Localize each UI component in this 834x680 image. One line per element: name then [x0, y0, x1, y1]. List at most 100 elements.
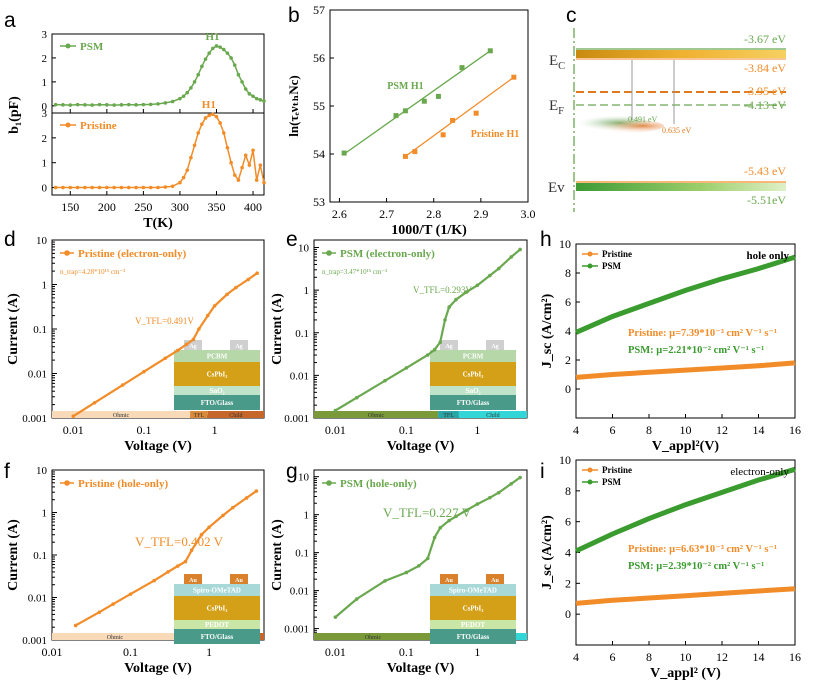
data-point [192, 143, 197, 148]
data-point [203, 116, 208, 120]
device-layer-label: FTO/Glass [457, 633, 490, 641]
panel-label-d: d [4, 228, 16, 251]
electrode-contact [440, 574, 458, 584]
data-point [207, 113, 211, 118]
legend-label: PSM (electron-only) [340, 248, 435, 260]
data-point [221, 47, 226, 52]
panel-b: b 2.6 2.7 2.8 2.9 3.0 53 54 55 56 57 PSM H1 Pristine… [286, 3, 536, 238]
x-tick-label: 0.1 [399, 645, 414, 659]
data-point [189, 155, 193, 160]
data-point [333, 615, 338, 619]
data-point [185, 90, 190, 95]
data-point [92, 400, 97, 405]
device-layer [430, 395, 516, 410]
data-point [148, 102, 153, 107]
vtfl-label: V_TFL=0.491V [135, 316, 194, 326]
panel-g: g0.010.110.0010.010.1110OhmicTFLChildAuA… [270, 460, 528, 676]
y-tick-label: 0.1 [295, 548, 309, 560]
data-point [178, 180, 182, 185]
data-point [246, 277, 251, 282]
y-tick-label: 10 [559, 237, 571, 251]
electrode-contact [184, 574, 202, 584]
data-point [189, 548, 194, 552]
device-layer [174, 620, 260, 629]
data-point [53, 185, 58, 190]
data-point [475, 502, 480, 506]
data-point [438, 340, 443, 345]
conduction-band-pristine [576, 50, 786, 58]
data-point [509, 255, 514, 259]
electrode-label: Ag [189, 344, 196, 350]
panel-label-h: h [540, 228, 552, 251]
y-tick-label: 2 [565, 353, 571, 367]
legend-label: PSM (hole-only) [340, 478, 417, 490]
y-tick-label: 57 [313, 3, 325, 17]
data-point [383, 579, 387, 583]
y-tick-label: 1 [42, 508, 48, 520]
data-point [432, 347, 437, 352]
conduction-band-label: EC [549, 53, 565, 72]
panel-label-g: g [286, 460, 298, 483]
data-point [90, 185, 95, 190]
device-layer [430, 362, 516, 386]
x-tick-label: 200 [98, 200, 116, 214]
x-axis-label: Voltage (V) [124, 439, 192, 454]
data-point [211, 46, 215, 51]
y-tick-label: 10 [298, 243, 310, 255]
device-layer [430, 596, 516, 620]
data-point [176, 564, 180, 568]
data-point [120, 383, 125, 387]
y-axis-label: ln(τₑνₜₕNc) [286, 75, 301, 136]
data-point [225, 145, 230, 150]
region-band [190, 411, 208, 418]
legend-label: Pristine [602, 465, 632, 475]
device-layer-label: CsPbI₃ [207, 605, 228, 613]
y-tick-label: 55 [313, 99, 325, 113]
device-layer [174, 629, 260, 644]
data-point [218, 121, 222, 125]
trap-density-label: n_trap=4.28*10¹⁵ cm⁻³ [60, 268, 125, 276]
data-point [128, 592, 133, 596]
vtfl-label: V_TFL=0.227 V [383, 505, 472, 520]
device-layer [174, 362, 260, 386]
data-point [68, 185, 73, 190]
legend-marker [587, 263, 593, 269]
data-point [156, 185, 160, 190]
legend-label: Pristine (hole-only) [78, 478, 168, 490]
data-point [71, 414, 76, 418]
legend-marker [587, 467, 593, 473]
data-point [464, 508, 469, 513]
panel-label-e: e [286, 228, 298, 251]
series-line-psm [55, 45, 265, 106]
x-tick-label: 0.01 [63, 423, 84, 437]
x-tick-label: 2.8 [426, 207, 441, 221]
legend-marker [326, 250, 332, 256]
y-tick-label: 0.01 [28, 593, 47, 605]
y-axis-label: J_sc (A/cm²) [540, 293, 555, 368]
x-tick-label: 1 [474, 645, 480, 659]
data-point [203, 57, 208, 61]
data-point [170, 99, 175, 104]
data-point [240, 80, 244, 84]
x-tick-label: 6 [610, 423, 616, 437]
data-point [61, 103, 65, 107]
energy-level-label: -4.13 eV [744, 98, 786, 112]
data-point [148, 185, 153, 190]
series-label-psm: PSM H1 [387, 81, 423, 92]
electrode-contact [230, 340, 248, 350]
data-point [184, 342, 189, 347]
data-point [247, 92, 252, 96]
y-tick-label: 0.1 [295, 328, 309, 340]
peak-label: H1 [202, 99, 216, 111]
x-tick-label: 8 [646, 423, 652, 437]
x-axis-label: V_appl²(V) [652, 439, 720, 454]
device-layer-label: PCBM [207, 353, 228, 361]
x-axis-label: Voltage (V) [387, 661, 455, 676]
data-point [459, 65, 465, 71]
x-tick-label: 2.6 [332, 207, 347, 221]
x-tick-label: 16 [789, 423, 801, 437]
data-point [435, 93, 441, 99]
data-point [68, 103, 73, 107]
electrode-contact [184, 340, 202, 350]
x-tick-label: 250 [134, 200, 152, 214]
